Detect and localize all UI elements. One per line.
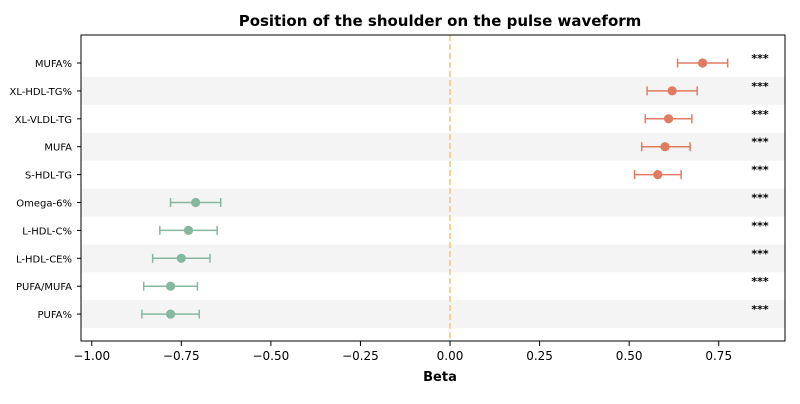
data-point [663, 114, 674, 124]
significance-label: *** [751, 219, 769, 232]
data-point [667, 86, 677, 96]
y-tick-label: XL-HDL-TG% [9, 87, 72, 98]
x-tick-label: 0.50 [616, 349, 643, 363]
y-tick-label: L-HDL-C% [22, 226, 72, 237]
significance-label: *** [751, 192, 769, 205]
x-tick-label: 0.75 [705, 349, 732, 363]
significance-label: *** [751, 52, 769, 65]
significance-label: *** [751, 247, 769, 260]
chart-title: Position of the shoulder on the pulse wa… [239, 12, 642, 30]
x-tick-label: −0.50 [252, 349, 289, 363]
plot-frame [80, 34, 786, 342]
x-tick-label: 0.25 [526, 349, 553, 363]
data-point [165, 309, 176, 319]
y-tick-label: XL-VLDL-TG [15, 115, 72, 126]
y-tick-label: MUFA% [35, 59, 72, 70]
y-tick-label: L-HDL-CE% [16, 254, 72, 265]
significance-label: *** [751, 164, 769, 177]
significance-label: *** [751, 136, 769, 149]
y-tick-label: Omega-6% [16, 199, 72, 210]
data-marks: *** *** *** *** *** *** *** *** *** *** [141, 52, 769, 319]
data-point [191, 197, 201, 208]
x-tick-label: −0.75 [163, 349, 200, 363]
data-point [697, 58, 708, 68]
axes: MUFA% XL-HDL-TG% XL-VLDL-TG MUFA S-HDL-TG Ome… [9, 34, 786, 363]
x-tick-label: −0.25 [342, 349, 379, 363]
data-point [183, 225, 194, 235]
x-tick-label: 0.00 [437, 349, 464, 363]
x-tick-label: −1.00 [73, 349, 110, 363]
y-tick-label: PUFA/MUFA [16, 282, 72, 293]
data-point [176, 253, 186, 263]
significance-label: *** [751, 80, 769, 93]
data-point [653, 170, 663, 180]
y-tick-label: PUFA% [37, 310, 72, 321]
data-point [660, 142, 670, 152]
data-point [165, 281, 176, 291]
significance-label: *** [751, 303, 769, 316]
significance-label: *** [751, 275, 769, 288]
significance-label: *** [751, 108, 769, 121]
x-axis-label: Beta [423, 370, 457, 385]
y-tick-label: S-HDL-TG [25, 171, 72, 182]
y-tick-label: MUFA [44, 143, 72, 154]
